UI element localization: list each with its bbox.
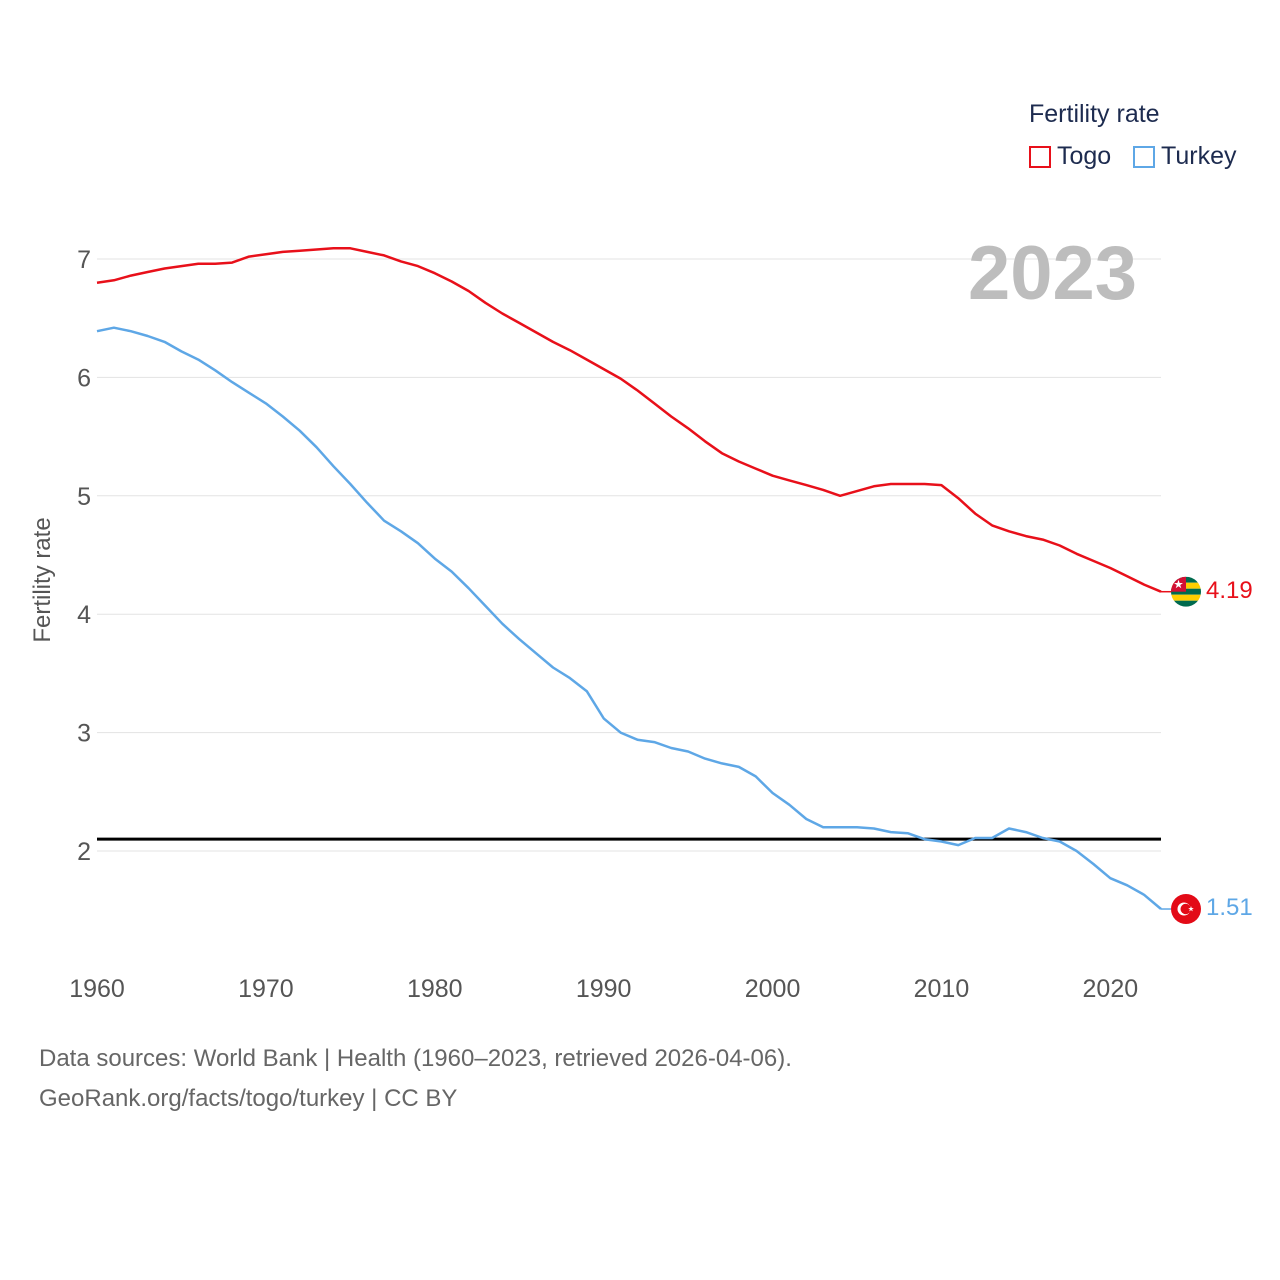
y-axis-title: Fertility rate bbox=[29, 517, 56, 643]
end-value-turkey: 1.51 bbox=[1206, 894, 1253, 922]
x-tick-label: 2010 bbox=[914, 975, 970, 1003]
legend-swatch-turkey bbox=[1133, 145, 1155, 168]
series-lines bbox=[96, 247, 1171, 910]
x-tick-label: 1960 bbox=[69, 975, 125, 1003]
legend-label-togo: Togo bbox=[1057, 142, 1112, 170]
legend-item-turkey[interactable]: Turkey bbox=[1133, 142, 1236, 171]
series-line-turkey bbox=[96, 326, 1162, 910]
y-tick-label: 4 bbox=[77, 601, 91, 629]
y-tick-label: 5 bbox=[77, 483, 91, 511]
x-axis-ticks: 1960 1970 1980 1990 2000 2010 2020 bbox=[69, 975, 1138, 1003]
x-tick-label: 1980 bbox=[407, 975, 463, 1003]
grid-lines bbox=[97, 258, 1161, 852]
x-tick-label: 1970 bbox=[238, 975, 294, 1003]
togo-flag-icon bbox=[1171, 576, 1201, 607]
y-axis-ticks: 2 3 4 5 6 7 bbox=[77, 246, 91, 866]
y-tick-label: 7 bbox=[77, 246, 91, 274]
y-tick-label: 2 bbox=[77, 838, 91, 866]
y-tick-label: 6 bbox=[77, 364, 91, 392]
series-line-togo bbox=[96, 247, 1162, 593]
source-line-2: GeoRank.org/facts/togo/turkey | CC BY bbox=[39, 1085, 458, 1112]
x-tick-label: 2020 bbox=[1083, 975, 1139, 1003]
x-tick-label: 1990 bbox=[576, 975, 632, 1003]
year-label: 2023 bbox=[968, 231, 1138, 316]
source-line-1: Data sources: World Bank | Health (1960–… bbox=[39, 1045, 792, 1072]
end-value-togo: 4.19 bbox=[1206, 576, 1253, 604]
end-markers bbox=[1171, 576, 1201, 924]
legend-item-togo[interactable]: Togo bbox=[1029, 142, 1111, 171]
turkey-flag-icon bbox=[1171, 894, 1201, 924]
legend-label-turkey: Turkey bbox=[1161, 142, 1237, 170]
x-tick-label: 2000 bbox=[745, 975, 801, 1003]
y-tick-label: 3 bbox=[77, 720, 91, 748]
legend-swatch-togo bbox=[1029, 145, 1051, 168]
legend-title: Fertility rate bbox=[1029, 100, 1160, 128]
